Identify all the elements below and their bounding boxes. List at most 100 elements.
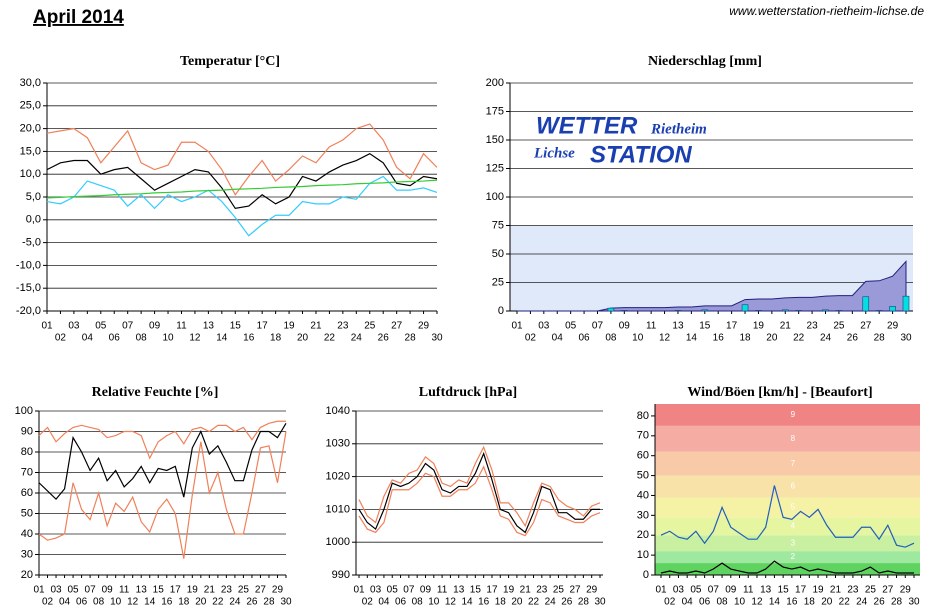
y-tick-label: 0,0 (26, 214, 41, 226)
x-tick-label: 20 (195, 597, 207, 608)
line (46, 123, 438, 196)
y-tick-label: 0 (643, 569, 649, 581)
line (38, 420, 286, 460)
x-tick-label: 22 (528, 597, 540, 608)
y-tick-label: 50 (21, 507, 33, 519)
x-tick-label: 19 (187, 585, 199, 596)
y-tick-label: 40 (21, 528, 33, 540)
y-tick-label: 20,0 (20, 123, 41, 135)
x-tick-label: 23 (807, 321, 819, 332)
x-tick-label: 10 (428, 597, 440, 608)
x-tick-label: 27 (882, 585, 894, 596)
y-tick-label: 10 (637, 549, 649, 561)
y-tick-label: 50 (637, 469, 649, 481)
x-tick-label: 08 (605, 333, 617, 344)
x-tick-label: 29 (887, 321, 899, 332)
y-tick-label: -5,0 (22, 237, 41, 249)
x-tick-label: 05 (690, 585, 702, 596)
x-tick-label: 30 (900, 333, 912, 344)
x-tick-label: 22 (324, 333, 336, 344)
x-tick-label: 25 (833, 321, 845, 332)
x-tick-label: 01 (33, 585, 45, 596)
x-tick-label: 13 (203, 321, 215, 332)
bar (755, 310, 762, 312)
x-tick-label: 21 (830, 585, 842, 596)
bar (607, 307, 615, 312)
x-tick-label: 25 (238, 585, 250, 596)
chart-title: Temperatur [°C] (180, 54, 280, 69)
x-tick-label: 29 (418, 321, 430, 332)
x-tick-label: 10 (734, 597, 746, 608)
x-tick-label: 27 (255, 585, 267, 596)
x-tick-label: 13 (453, 585, 465, 596)
x-tick-label: 12 (751, 597, 763, 608)
logo-text: Rietheim (650, 121, 707, 137)
x-tick-label: 18 (270, 333, 282, 344)
line (358, 451, 600, 534)
x-tick-label: 30 (280, 597, 292, 608)
line (46, 175, 438, 237)
band (655, 551, 920, 564)
x-tick-label: 09 (725, 585, 737, 596)
x-tick-label: 14 (686, 333, 698, 344)
y-tick-label: 60 (21, 487, 33, 499)
y-tick-label: 1010 (326, 503, 350, 515)
x-tick-label: 18 (495, 597, 507, 608)
source: www.wetterstation-rietheim-lichse.de (729, 4, 924, 18)
band-label: 3 (791, 538, 796, 547)
area (517, 260, 907, 312)
x-tick-label: 18 (804, 597, 816, 608)
x-tick-label: 15 (230, 321, 242, 332)
y-tick-label: 15,0 (20, 145, 41, 157)
x-tick-label: 13 (760, 585, 772, 596)
band-label: 6 (791, 482, 796, 491)
x-tick-label: 21 (204, 585, 216, 596)
band (655, 535, 920, 552)
x-tick-label: 15 (153, 585, 165, 596)
x-tick-label: 07 (592, 321, 604, 332)
x-tick-label: 28 (578, 597, 590, 608)
x-tick-label: 25 (553, 585, 565, 596)
x-tick-label: 03 (370, 585, 382, 596)
y-tick-label: 125 (486, 162, 504, 174)
x-tick-label: 26 (246, 597, 258, 608)
x-tick-label: 24 (351, 333, 363, 344)
x-tick-label: 26 (874, 597, 886, 608)
x-tick-label: 06 (395, 597, 407, 608)
band (655, 475, 920, 498)
x-tick-label: 01 (655, 585, 667, 596)
x-tick-label: 03 (50, 585, 62, 596)
line (660, 560, 914, 574)
band (655, 563, 920, 575)
band (655, 425, 920, 452)
x-tick-label: 05 (68, 585, 80, 596)
x-tick-label: 30 (431, 333, 443, 344)
x-tick-label: 02 (42, 597, 54, 608)
bar (781, 309, 789, 312)
line (46, 152, 438, 210)
line (38, 431, 287, 559)
x-tick-label: 24 (856, 597, 868, 608)
x-tick-label: 07 (403, 585, 415, 596)
x-tick-label: 26 (847, 333, 859, 344)
line (660, 485, 915, 548)
band-label: 2 (791, 552, 796, 561)
bar (741, 304, 749, 312)
x-tick-label: 21 (780, 321, 792, 332)
x-tick-label: 05 (95, 321, 107, 332)
x-tick-label: 02 (664, 597, 676, 608)
x-tick-label: 24 (820, 333, 832, 344)
y-tick-label: 990 (332, 569, 350, 581)
y-tick-label: 40 (637, 489, 649, 501)
x-tick-label: 07 (122, 321, 134, 332)
x-tick-label: 13 (672, 321, 684, 332)
x-tick-label: 25 (364, 321, 376, 332)
x-tick-label: 14 (769, 597, 781, 608)
x-tick-label: 15 (470, 585, 482, 596)
y-tick-label: 25,0 (20, 100, 41, 112)
bar (875, 310, 883, 312)
chart-title: Niederschlag [mm] (648, 54, 762, 69)
page-title: April 2014 (33, 7, 124, 28)
x-tick-label: 22 (839, 597, 851, 608)
x-tick-label: 11 (176, 321, 187, 332)
